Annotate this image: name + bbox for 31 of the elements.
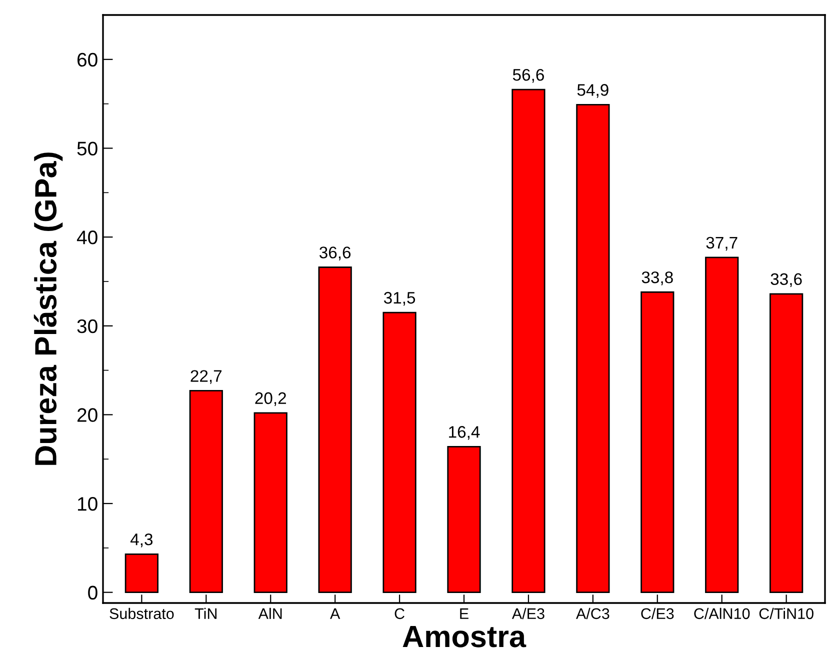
y-axis-title: Dureza Plástica (GPa) xyxy=(34,152,63,465)
x-tick-label: A xyxy=(330,608,340,619)
data-label: 56,6 xyxy=(512,68,544,83)
y-tick-label: 0 xyxy=(88,586,98,600)
y-tick-label: 40 xyxy=(76,230,98,244)
x-tick-label: C/E3 xyxy=(641,608,674,620)
x-tick-label: A/E3 xyxy=(512,608,544,620)
data-label: 22,7 xyxy=(190,370,222,384)
x-axis-title: Amostra xyxy=(402,626,526,648)
y-tick-label: 50 xyxy=(77,142,98,156)
data-label: 4,3 xyxy=(130,533,153,548)
x-tick-label: AlN xyxy=(258,608,282,619)
data-label: 31,5 xyxy=(384,292,416,306)
x-tick-label: C xyxy=(394,608,404,620)
x-tick-label: Substrato xyxy=(110,608,174,620)
data-label: 54,9 xyxy=(577,84,608,98)
data-label: 37,7 xyxy=(706,236,738,251)
x-tick-label: TiN xyxy=(194,608,216,619)
data-label: 36,6 xyxy=(319,246,351,260)
data-label: 33,6 xyxy=(770,273,802,288)
data-label: 33,8 xyxy=(642,271,673,286)
data-label: 16,4 xyxy=(449,426,480,440)
data-label: 20,2 xyxy=(255,392,286,406)
y-tick-label: 30 xyxy=(77,319,98,334)
y-tick-label: 60 xyxy=(78,52,98,67)
x-tick-label: A/C3 xyxy=(576,608,610,620)
x-tick-label: C/AlN10 xyxy=(694,608,750,620)
x-tick-label: E xyxy=(460,608,468,619)
y-tick-label: 10 xyxy=(78,496,98,511)
x-tick-label: C/TiN10 xyxy=(759,608,814,620)
y-tick-label: 20 xyxy=(77,408,98,422)
